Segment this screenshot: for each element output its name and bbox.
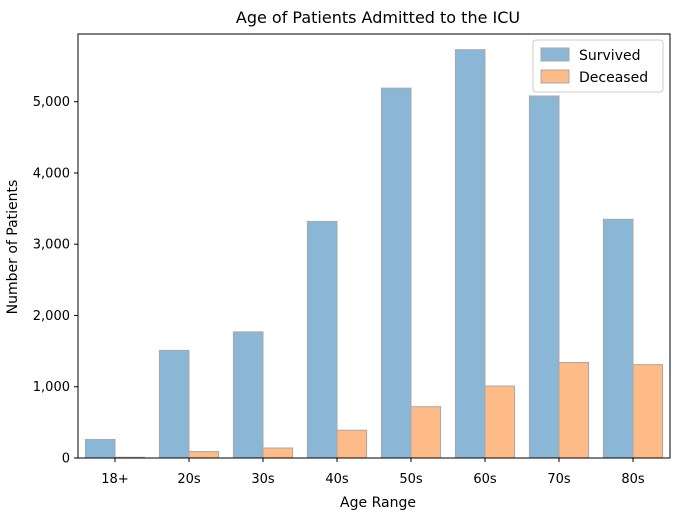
- x-tick-label: 20s: [177, 472, 201, 487]
- bar-survived-70s: [528, 95, 560, 459]
- legend-label-survived: Survived: [579, 48, 640, 64]
- x-tick-label: 30s: [251, 472, 275, 487]
- bar-deceased-50s: [410, 406, 442, 459]
- legend: Survived Deceased: [532, 39, 664, 93]
- x-tick-label: 18+: [101, 472, 128, 487]
- y-axis: 0 1,000 2,000 3,000 4,000 5,000: [33, 95, 78, 467]
- bar-deceased-20s: [188, 451, 220, 459]
- bar-survived-60s: [454, 49, 486, 459]
- bar-survived-30s: [232, 331, 264, 459]
- y-tick-label: 4,000: [33, 166, 70, 181]
- y-tick-label: 1,000: [33, 380, 70, 395]
- y-tick-label: 0: [62, 452, 70, 467]
- chart-title: Age of Patients Admitted to the ICU: [236, 8, 520, 27]
- x-tick-label: 50s: [399, 472, 423, 487]
- y-tick-label: 5,000: [33, 95, 70, 110]
- bar-survived-50s: [380, 87, 412, 459]
- bar-deceased-60s: [484, 385, 516, 459]
- x-tick-label: 40s: [325, 472, 349, 487]
- bars-group: [84, 49, 664, 459]
- x-axis-title: Age Range: [340, 495, 416, 511]
- legend-swatch-survived: [540, 47, 570, 62]
- bar-deceased-70s: [558, 362, 590, 459]
- bar-survived-40s: [306, 220, 338, 459]
- bar-survived-20s: [158, 349, 190, 459]
- bar-deceased-30s: [262, 447, 294, 459]
- x-axis: 18+ 20s 30s 40s 50s 60s 70s 80s: [101, 458, 645, 487]
- y-axis-title: Number of Patients: [5, 180, 21, 315]
- x-tick-label: 70s: [547, 472, 571, 487]
- bar-survived-18plus: [84, 438, 116, 459]
- legend-swatch-deceased: [540, 69, 570, 84]
- bar-survived-80s: [602, 218, 634, 459]
- y-tick-label: 2,000: [33, 309, 70, 324]
- x-tick-label: 80s: [621, 472, 645, 487]
- plot-frame: [77, 33, 671, 459]
- legend-label-deceased: Deceased: [579, 70, 648, 86]
- x-tick-label: 60s: [473, 472, 497, 487]
- y-tick-label: 3,000: [33, 238, 70, 253]
- bar-deceased-80s: [632, 364, 664, 459]
- bar-deceased-40s: [336, 429, 368, 459]
